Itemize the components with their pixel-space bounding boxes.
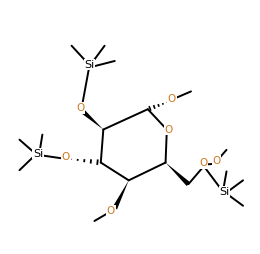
Text: O: O (62, 152, 70, 163)
Text: O: O (199, 158, 207, 168)
Polygon shape (113, 180, 129, 209)
Polygon shape (80, 109, 103, 130)
Text: O: O (76, 103, 84, 113)
Text: Si: Si (33, 149, 43, 159)
Text: Si: Si (219, 187, 230, 197)
Polygon shape (166, 163, 190, 186)
Text: Si: Si (84, 60, 94, 70)
Text: O: O (165, 124, 173, 135)
Text: O: O (107, 206, 115, 216)
Text: O: O (168, 94, 176, 104)
Text: O: O (212, 156, 220, 166)
